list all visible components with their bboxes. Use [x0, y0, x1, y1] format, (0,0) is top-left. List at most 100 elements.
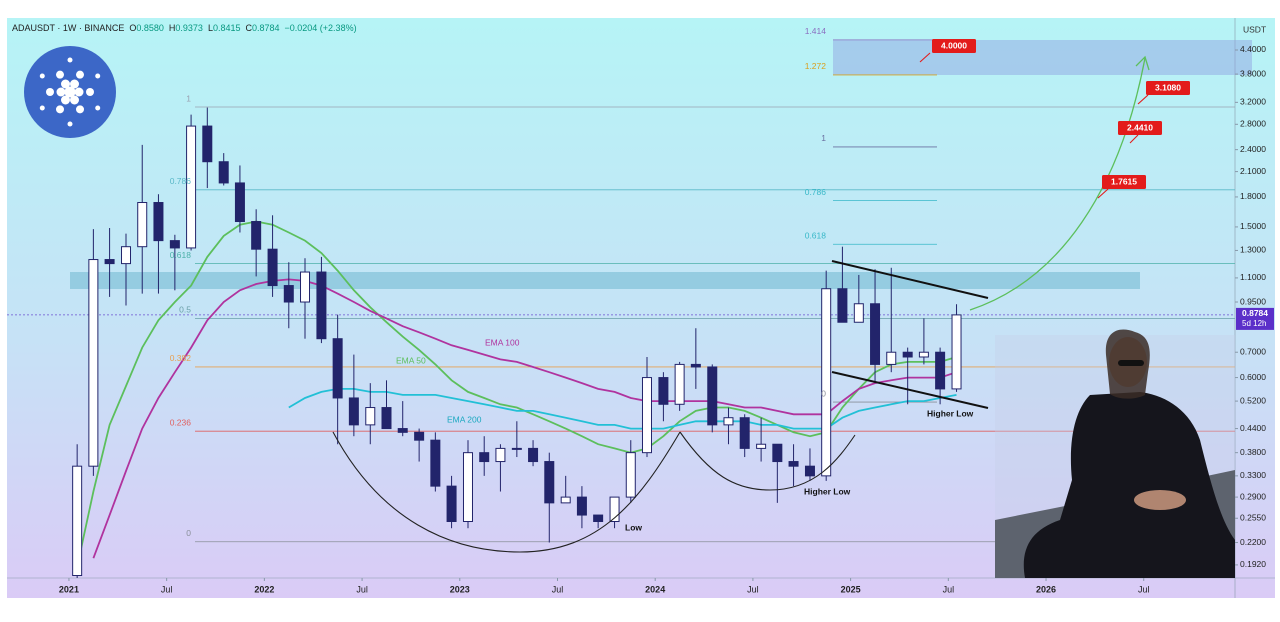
candle-body	[625, 452, 636, 498]
candle-body	[430, 439, 441, 487]
target-box	[1146, 81, 1190, 95]
candle-body	[918, 351, 929, 358]
target-box	[1102, 175, 1146, 189]
y-tick-label: 1.5000	[1240, 221, 1266, 231]
candle-body	[804, 465, 815, 477]
candle-body	[609, 496, 620, 523]
candle-body	[153, 202, 164, 242]
target-pointer	[919, 52, 931, 63]
ohlc-key: L	[207, 23, 213, 33]
logo-dot	[64, 86, 76, 98]
x-tick-label: 2024	[645, 584, 665, 594]
candle-body	[544, 461, 555, 504]
target-label: 2.4410	[1127, 122, 1153, 132]
candle-body	[397, 428, 408, 433]
candle-body	[267, 248, 278, 287]
last-price-label: 0.8784	[1242, 308, 1268, 318]
symbol-header: ADAUSDT · 1W · BINANCE O0.8580 H0.9373 L0.8…	[12, 23, 357, 33]
logo-dot	[95, 105, 101, 111]
candle-body	[137, 202, 148, 248]
logo-dot	[67, 121, 73, 127]
fib-label: 0.236	[170, 417, 192, 427]
ohlc-value: 0.8784	[251, 23, 280, 33]
candle-body	[707, 366, 718, 426]
pattern-label: Higher Low	[804, 486, 851, 496]
y-tick-label: 0.3300	[1240, 470, 1266, 480]
target-box	[1118, 121, 1162, 135]
ohlc-key: O	[129, 23, 137, 33]
y-tick-label: 0.1920	[1240, 559, 1266, 569]
candle-body	[365, 407, 376, 426]
y-tick-label: 0.9500	[1240, 296, 1266, 306]
projection-arrow	[969, 57, 1146, 311]
candle-body	[414, 431, 425, 441]
candle-body	[821, 288, 832, 477]
fib-label: 0.618	[170, 250, 192, 260]
logo-dot	[76, 70, 84, 79]
candle-body	[495, 447, 506, 463]
candle-body	[772, 443, 783, 463]
candle-body	[202, 125, 213, 163]
ema-line	[76, 220, 957, 567]
ema-line	[92, 278, 957, 559]
candle-body	[528, 447, 539, 463]
fib-label: 0.5	[179, 305, 191, 315]
target-label: 4.0000	[941, 40, 967, 50]
candle-body	[723, 417, 734, 426]
y-tick-label: 0.4400	[1240, 423, 1266, 433]
logo-dot	[70, 95, 79, 105]
candle-body	[72, 465, 83, 577]
candle-body	[462, 452, 473, 523]
logo-dot	[39, 73, 45, 79]
candle-body	[446, 485, 457, 523]
logo	[24, 46, 116, 138]
candle-body	[316, 271, 327, 340]
candle-body	[511, 447, 522, 450]
trend-line	[831, 371, 989, 409]
candle-body	[560, 496, 571, 504]
last-price-box	[1236, 307, 1274, 330]
fib-label: 0	[186, 528, 191, 538]
target-label: 1.7615	[1111, 176, 1137, 186]
arrow-head	[1135, 55, 1150, 71]
logo-dot	[67, 57, 73, 63]
trend-line	[831, 260, 989, 299]
fib-label: 1	[821, 133, 826, 143]
hands	[1134, 490, 1186, 510]
robe	[1023, 392, 1235, 578]
candle-body	[332, 338, 343, 399]
y-tick-label: 2.4000	[1240, 144, 1266, 154]
target-label: 3.1080	[1155, 82, 1181, 92]
candle-body	[121, 246, 132, 265]
candle-body	[870, 303, 881, 365]
candle-body	[381, 407, 392, 430]
candle-body	[348, 397, 359, 426]
candle-body	[641, 377, 652, 454]
countdown-label: 5d 12h	[1242, 319, 1266, 328]
logo-dot	[39, 105, 45, 111]
fib-label: 0.786	[805, 187, 827, 197]
currency-label: USDT	[1243, 24, 1266, 34]
y-tick-label: 1.8000	[1240, 191, 1266, 201]
target-zone	[833, 40, 1252, 75]
fib-label: 1.272	[805, 61, 827, 71]
candle-body	[88, 259, 99, 467]
logo-dot	[95, 73, 101, 79]
logo-dot	[56, 105, 64, 114]
candle-body	[658, 377, 669, 405]
logo-dot	[56, 70, 64, 79]
candle-body	[739, 417, 750, 449]
pattern-label: Higher Low	[927, 408, 974, 418]
ema-line	[288, 388, 957, 430]
candle-body	[837, 288, 848, 323]
y-tick-label: 0.5200	[1240, 395, 1266, 405]
cup-curve	[332, 431, 681, 553]
logo-dot	[61, 95, 70, 105]
target-box	[932, 39, 976, 53]
candle-body	[788, 461, 799, 467]
logo-dot	[74, 87, 84, 97]
candle-body	[104, 259, 115, 265]
logo-dot	[61, 79, 70, 89]
ohlc-key: H	[168, 23, 176, 33]
logo-dot	[86, 88, 94, 96]
